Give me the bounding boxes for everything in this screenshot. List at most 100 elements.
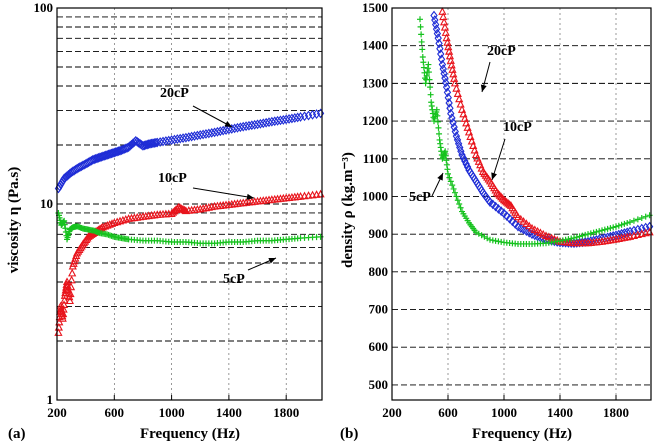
data-point xyxy=(179,133,187,144)
data-point xyxy=(445,170,451,177)
data-point xyxy=(437,49,445,59)
data-point xyxy=(187,131,196,142)
data-point xyxy=(285,114,293,124)
data-point xyxy=(113,217,122,226)
data-point xyxy=(627,219,633,226)
data-point xyxy=(425,61,432,68)
density-chart: 200 600 1000 1400 1800 500 600 700 800 900 1000 110… xyxy=(340,0,654,442)
y-tick-label: 700 xyxy=(369,302,389,317)
data-point xyxy=(431,19,440,30)
data-point xyxy=(455,94,464,103)
annotation-arrowhead xyxy=(224,121,232,127)
data-point xyxy=(65,296,75,305)
density-ylabel: density ρ (kg.m⁻³) xyxy=(340,152,356,268)
data-point xyxy=(434,118,441,125)
data-point xyxy=(228,124,236,134)
data-point xyxy=(118,215,128,224)
data-point xyxy=(439,64,447,74)
data-point xyxy=(434,112,441,119)
data-point xyxy=(450,122,458,133)
x-tick-label: 1400 xyxy=(547,405,573,420)
viscosity-annotations: 20cP 10cP 5cP xyxy=(158,86,277,287)
data-point xyxy=(233,122,242,133)
data-point xyxy=(452,189,458,196)
data-point xyxy=(421,69,428,76)
data-point xyxy=(565,236,572,243)
data-point xyxy=(282,114,290,125)
viscosity-series xyxy=(54,108,325,336)
data-point xyxy=(620,228,629,238)
data-point xyxy=(500,208,508,219)
data-point xyxy=(115,216,125,225)
data-point xyxy=(513,212,523,221)
data-point xyxy=(222,125,230,135)
data-point xyxy=(445,98,453,108)
data-point xyxy=(624,219,631,226)
data-point xyxy=(253,119,262,130)
data-point xyxy=(501,196,510,205)
series-5cP xyxy=(417,16,653,247)
annotation-arrowhead xyxy=(480,84,487,92)
data-point xyxy=(646,212,653,219)
data-point xyxy=(587,230,594,237)
data-point xyxy=(67,275,76,284)
data-point xyxy=(613,223,619,230)
data-point xyxy=(634,224,642,235)
data-point xyxy=(585,231,591,238)
data-point xyxy=(454,197,461,204)
series-10cP xyxy=(438,7,654,247)
data-point xyxy=(522,219,531,228)
data-point xyxy=(293,112,302,123)
data-point xyxy=(596,228,603,235)
y-tick-label: 100 xyxy=(34,0,54,15)
annotation-label: 20cP xyxy=(487,44,516,59)
y-tick-label: 1100 xyxy=(363,151,388,166)
x-tick-label: 600 xyxy=(438,405,458,420)
density-panel-label: (b) xyxy=(340,426,358,442)
data-point xyxy=(68,268,77,277)
data-point xyxy=(150,138,159,148)
data-point xyxy=(626,226,634,237)
data-point xyxy=(196,130,204,140)
x-tick-label: 200 xyxy=(47,405,67,420)
data-point xyxy=(612,230,620,241)
y-tick-label: 1500 xyxy=(362,0,388,15)
data-point xyxy=(59,309,68,318)
data-point xyxy=(173,134,182,145)
data-point xyxy=(425,69,432,76)
data-point xyxy=(121,215,130,223)
data-point xyxy=(199,129,207,140)
data-point xyxy=(431,15,439,25)
data-point xyxy=(505,200,514,208)
data-point xyxy=(593,228,600,235)
data-point xyxy=(615,229,623,240)
annotation-arrowhead xyxy=(491,172,497,180)
data-point xyxy=(256,118,265,129)
data-point xyxy=(262,117,270,128)
data-point xyxy=(205,128,213,139)
x-tick-label: 200 xyxy=(382,405,402,420)
annotation-label: 5cP xyxy=(223,272,245,287)
data-point xyxy=(576,233,583,240)
data-point xyxy=(638,215,645,222)
data-point xyxy=(504,198,513,207)
data-point xyxy=(435,38,443,49)
data-point xyxy=(438,7,447,15)
annotation-arrowhead xyxy=(246,193,254,200)
viscosity-grid xyxy=(57,8,322,400)
data-point xyxy=(453,89,462,97)
data-point xyxy=(250,119,259,130)
data-point xyxy=(190,131,199,141)
data-point xyxy=(559,237,566,244)
data-point xyxy=(599,227,605,234)
data-point xyxy=(642,213,649,220)
annotation-arrowhead xyxy=(437,173,443,181)
data-point xyxy=(433,106,440,113)
data-point xyxy=(590,229,597,236)
data-point xyxy=(208,127,216,138)
data-point xyxy=(202,129,210,139)
data-point xyxy=(418,31,425,38)
density-xlabel: Frequency (Hz) xyxy=(472,426,572,442)
